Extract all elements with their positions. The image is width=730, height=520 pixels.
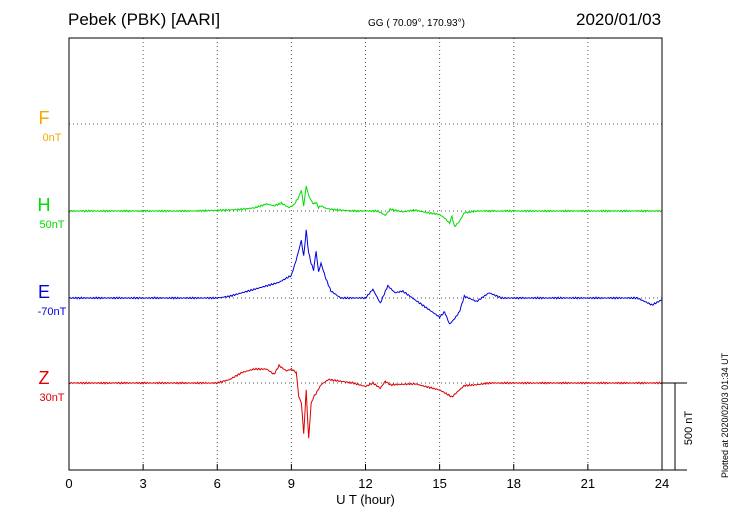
station-title: Pebek (PBK) [AARI] <box>68 10 221 29</box>
x-tick-label: 21 <box>581 476 595 491</box>
grid <box>69 38 662 470</box>
x-tick-label: 15 <box>432 476 446 491</box>
x-tick-label: 12 <box>358 476 372 491</box>
series-e-line <box>68 229 663 325</box>
series-z-line <box>68 363 663 439</box>
date-label: 2020/01/03 <box>576 10 662 29</box>
x-axis: 0 3 6 9 12 15 18 21 24 <box>65 464 669 491</box>
x-tick-label: 3 <box>140 476 147 491</box>
scale-bar: 500 nT <box>662 382 695 471</box>
x-tick-label: 9 <box>288 476 295 491</box>
baseline-label-f: 0nT <box>42 132 62 144</box>
x-tick-label: 24 <box>655 476 669 491</box>
x-axis-label: U T (hour) <box>336 492 395 507</box>
component-label-h: H <box>37 195 51 215</box>
series-layer <box>68 185 663 439</box>
scale-bar-label: 500 nT <box>683 411 695 446</box>
baseline-label-e: -70nT <box>37 306 67 318</box>
component-label-e: E <box>37 282 50 302</box>
x-tick-label: 0 <box>65 476 72 491</box>
baseline-label-z: 30nT <box>39 392 65 404</box>
x-tick-label: 6 <box>214 476 221 491</box>
geographic-coordinates: GG ( 70.09°, 170.93°) <box>368 18 465 29</box>
series-h-line <box>68 185 663 228</box>
x-tick-label: 18 <box>507 476 521 491</box>
baseline-label-h: 50nT <box>39 219 65 231</box>
component-label-f: F <box>38 108 50 128</box>
component-label-z: Z <box>38 368 50 388</box>
